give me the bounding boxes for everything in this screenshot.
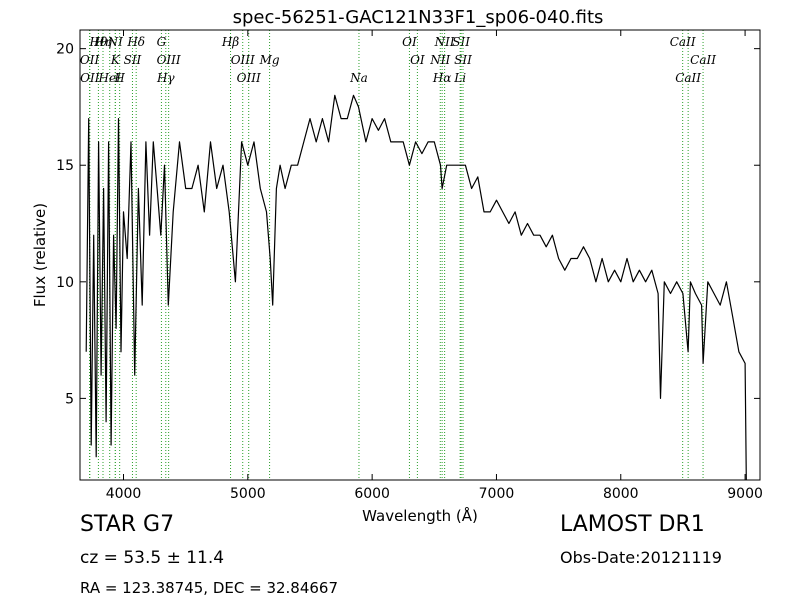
x-tick-label: 5000 — [230, 486, 266, 502]
line-marker-label: OIII — [231, 53, 255, 67]
coordinates: RA = 123.38745, DEC = 32.84667 — [80, 579, 339, 597]
line-marker-label: OII — [80, 71, 100, 85]
y-tick-label: 5 — [65, 391, 74, 407]
x-tick-label: 4000 — [106, 486, 142, 502]
line-marker-label: SII — [124, 53, 142, 67]
line-marker-label: Mg — [259, 53, 280, 67]
chart-title: spec-56251-GAC121N33F1_sp06-040.fits — [233, 7, 604, 28]
spectrum-series — [85, 94, 747, 481]
line-marker-label: G — [157, 35, 167, 49]
line-marker-label: Li — [453, 71, 466, 85]
line-marker-label: Na — [349, 71, 368, 85]
y-tick-label: 20 — [56, 42, 74, 58]
x-tick-label: 6000 — [354, 486, 390, 502]
line-marker-label: SII — [452, 35, 470, 49]
line-marker-label: OI — [410, 53, 425, 67]
x-tick-label: 7000 — [479, 486, 515, 502]
y-axis-label: Flux (relative) — [31, 203, 49, 307]
observation-date: Obs-Date:20121119 — [560, 548, 722, 567]
line-marker-label: OIII — [237, 71, 261, 85]
line-marker-label: OI — [402, 35, 417, 49]
spectrum-line — [85, 94, 747, 481]
line-marker-label: Hα — [432, 71, 452, 85]
y-tick-label: 10 — [56, 275, 74, 291]
object-class: STAR G7 — [80, 512, 175, 537]
line-marker-label: Hδ — [126, 35, 145, 49]
x-tick-label: 8000 — [603, 486, 639, 502]
line-marker-label: Hβ — [221, 35, 239, 49]
x-tick-label: 9000 — [727, 486, 763, 502]
line-marker-label: SII — [454, 53, 472, 67]
redshift-value: cz = 53.5 ± 11.4 — [80, 548, 225, 568]
line-marker-label: OIII — [157, 53, 181, 67]
survey-name: LAMOST DR1 — [560, 512, 705, 537]
line-marker-label: H — [113, 71, 125, 85]
x-axis-label: Wavelength (Å) — [362, 506, 478, 525]
line-marker-label: NII — [434, 35, 455, 49]
spectral-line-markers: HθOIIOIIHηKHeINISIIHHδOIIIHγGOIIIOIIIHβM… — [80, 30, 716, 480]
line-marker-label: CaII — [670, 35, 696, 49]
axis-ticks: 4000 5000 6000 7000 8000 9000 5 10 15 20 — [56, 30, 763, 502]
line-marker-label: CaII — [675, 71, 701, 85]
y-tick-label: 15 — [56, 158, 74, 174]
line-marker-label: NII — [429, 53, 450, 67]
line-marker-label: CaII — [690, 53, 716, 67]
line-marker-label: NI — [107, 35, 124, 49]
line-marker-label: Hγ — [156, 71, 175, 85]
plot-frame — [79, 29, 761, 481]
line-marker-label: Hη — [93, 35, 112, 49]
